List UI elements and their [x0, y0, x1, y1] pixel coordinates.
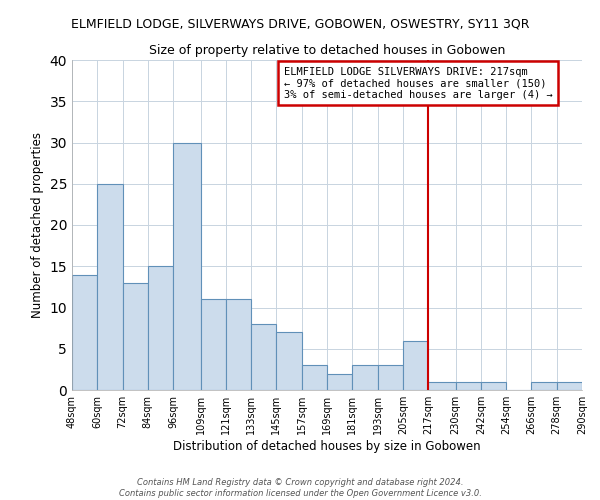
Bar	[403, 340, 428, 390]
Bar	[173, 142, 200, 390]
Bar	[327, 374, 352, 390]
Bar	[97, 184, 122, 390]
Bar	[251, 324, 277, 390]
Bar	[302, 365, 327, 390]
Text: Contains HM Land Registry data © Crown copyright and database right 2024.
Contai: Contains HM Land Registry data © Crown c…	[119, 478, 481, 498]
Bar	[122, 283, 148, 390]
Bar	[377, 365, 403, 390]
Bar	[532, 382, 557, 390]
Text: ELMFIELD LODGE SILVERWAYS DRIVE: 217sqm
← 97% of detached houses are smaller (15: ELMFIELD LODGE SILVERWAYS DRIVE: 217sqm …	[284, 66, 553, 100]
Title: Size of property relative to detached houses in Gobowen: Size of property relative to detached ho…	[149, 44, 505, 58]
Bar	[352, 365, 377, 390]
Bar	[481, 382, 506, 390]
Bar	[200, 299, 226, 390]
Bar	[226, 299, 251, 390]
Bar	[428, 382, 455, 390]
Bar	[557, 382, 582, 390]
Bar	[148, 266, 173, 390]
Bar	[277, 332, 302, 390]
X-axis label: Distribution of detached houses by size in Gobowen: Distribution of detached houses by size …	[173, 440, 481, 453]
Bar	[455, 382, 481, 390]
Bar	[72, 274, 97, 390]
Text: ELMFIELD LODGE, SILVERWAYS DRIVE, GOBOWEN, OSWESTRY, SY11 3QR: ELMFIELD LODGE, SILVERWAYS DRIVE, GOBOWE…	[71, 18, 529, 30]
Y-axis label: Number of detached properties: Number of detached properties	[31, 132, 44, 318]
